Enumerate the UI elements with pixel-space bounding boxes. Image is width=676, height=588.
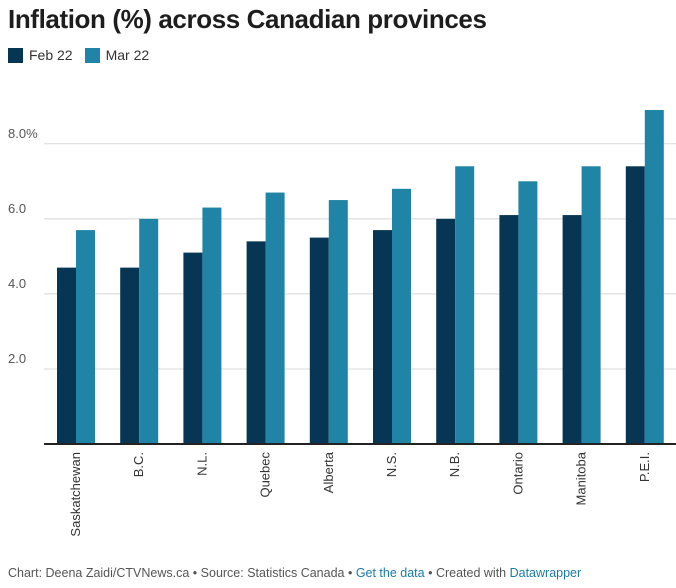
x-tick-label: Manitoba: [574, 451, 589, 505]
y-tick-label: 2.0: [8, 351, 26, 366]
legend-swatch-feb: [8, 47, 23, 63]
x-tick-label: Quebec: [258, 452, 273, 498]
footer-separator: •: [189, 566, 201, 580]
footer-credit: Chart: Deena Zaidi/CTVNews.ca: [8, 566, 190, 580]
bar-feb: [436, 218, 456, 444]
x-tick-label: N.S.: [384, 452, 399, 477]
bar-mar: [328, 200, 348, 444]
bar-mar: [644, 110, 664, 444]
bar-mar: [581, 166, 601, 445]
bar-feb: [183, 252, 203, 444]
footer-separator: •: [424, 566, 436, 580]
footer-separator: •: [344, 566, 356, 580]
bar-feb: [57, 267, 76, 444]
x-tick-label: Alberta: [321, 451, 336, 493]
bar-mar: [392, 188, 411, 444]
bar-feb: [120, 267, 140, 444]
bar-feb: [373, 230, 392, 444]
x-tick-label: N.B.: [447, 452, 462, 477]
legend-item-feb: Feb 22: [8, 47, 73, 63]
legend-swatch-mar: [84, 47, 100, 63]
legend: Feb 22 Mar 22: [8, 47, 161, 63]
y-tick-label: 4.0: [8, 276, 26, 291]
bar-feb: [499, 215, 519, 444]
bar-mar: [139, 218, 159, 444]
x-tick-label: P.E.I.: [637, 452, 652, 482]
legend-label-mar: Mar 22: [105, 47, 150, 63]
bar-feb: [562, 215, 582, 444]
bar-mar: [265, 192, 285, 444]
bar-feb: [625, 166, 645, 445]
chart-footer: Chart: Deena Zaidi/CTVNews.ca • Source: …: [8, 566, 581, 580]
bar-mar: [518, 181, 538, 444]
bar-mar: [76, 230, 95, 444]
y-tick-label: 6.0: [8, 201, 26, 216]
footer-source: Source: Statistics Canada: [200, 566, 345, 580]
x-tick-label: Saskatchewan: [68, 452, 83, 537]
legend-item-mar: Mar 22: [84, 47, 150, 63]
bar-feb: [246, 241, 266, 444]
x-tick-label: Ontario: [510, 452, 525, 495]
bar-mar: [455, 166, 475, 445]
y-tick-label: 8.0%: [8, 126, 38, 141]
bar-feb: [309, 237, 329, 444]
footer-created-with: Created with: [435, 566, 510, 580]
get-data-link[interactable]: Get the data: [355, 566, 425, 580]
x-tick-label: B.C.: [131, 452, 146, 477]
datawrapper-link[interactable]: Datawrapper: [509, 566, 582, 580]
legend-label-feb: Feb 22: [29, 47, 73, 63]
chart-title: Inflation (%) across Canadian provinces: [8, 4, 487, 34]
bar-chart: 2.0 4.0 6.0 8.0% Saskatchewan B.C. N.L. Quebec A…: [8, 110, 676, 537]
bar-mar: [202, 207, 222, 444]
x-tick-label: N.L.: [194, 452, 209, 476]
